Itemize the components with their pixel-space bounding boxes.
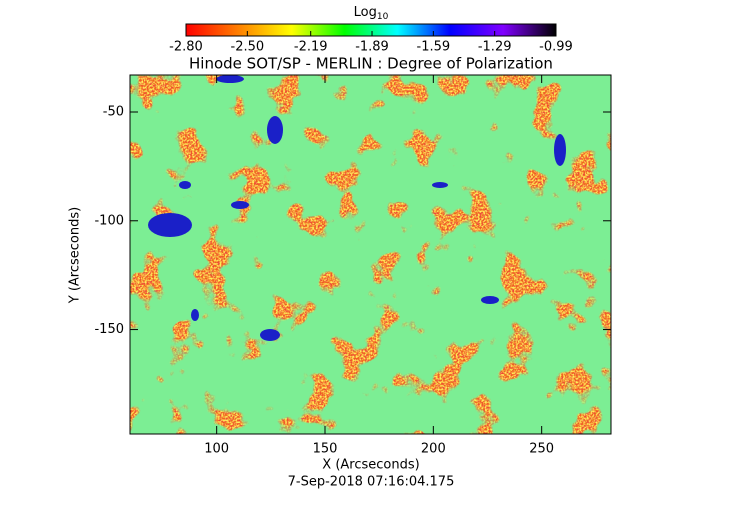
colorbar-tick-label: -2.19	[294, 40, 328, 55]
colorbar-tick-label: -1.89	[355, 40, 389, 55]
y-tick-label: -150	[94, 322, 124, 337]
colorbar-tick-label: -2.50	[231, 40, 265, 55]
colorbar-title: Log10	[354, 5, 389, 22]
map	[129, 74, 612, 435]
x-tick-label: 150	[313, 442, 338, 457]
colorbar-tick-label: -1.59	[417, 40, 451, 55]
map-texture	[130, 75, 611, 434]
chart-title: Hinode SOT/SP - MERLIN : Degree of Polar…	[189, 55, 553, 73]
y-tick-label: -50	[103, 104, 124, 119]
x-tick-label: 200	[421, 442, 446, 457]
plot-frame	[129, 74, 612, 435]
map-patches	[148, 75, 566, 341]
x-tick-label: 250	[529, 442, 554, 457]
date-label: 7-Sep-2018 07:16:04.175	[288, 475, 455, 490]
x-axis-label: X (Arcseconds)	[322, 458, 419, 473]
colorbar-label-sub: 10	[377, 12, 389, 22]
y-tick-label: -100	[94, 213, 124, 228]
colorbar	[185, 23, 557, 37]
colorbar-tick-label: -2.80	[169, 40, 203, 55]
colorbar-tick-label: -0.99	[539, 40, 573, 55]
colorbar-tick-label: -1.29	[478, 40, 512, 55]
y-axis-label: Y (Arcseconds)	[68, 207, 83, 304]
colorbar-label: Log	[354, 5, 377, 20]
x-tick-label: 100	[204, 442, 229, 457]
